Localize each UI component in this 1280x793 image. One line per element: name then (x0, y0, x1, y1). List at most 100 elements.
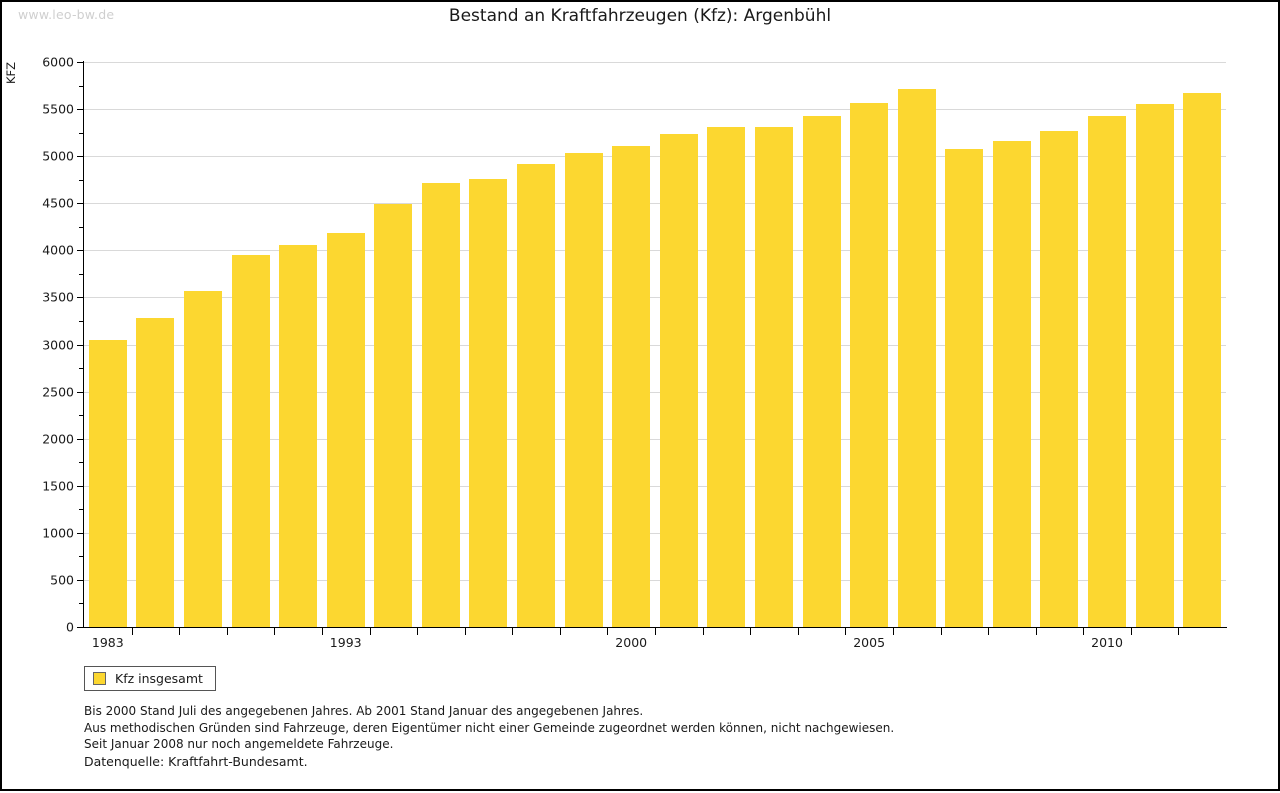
data-source-note: Datenquelle: Kraftfahrt-Bundesamt. (84, 754, 308, 769)
gridline (84, 203, 1226, 205)
gridline (84, 156, 1226, 158)
y-axis-tick-label: 4000 (42, 242, 74, 258)
y-axis-tick (77, 156, 84, 158)
bar[interactable] (231, 255, 270, 627)
bar[interactable] (88, 339, 127, 627)
y-axis-tick (77, 627, 84, 628)
y-axis-minor-tick (79, 273, 84, 275)
x-axis-tick (845, 628, 847, 635)
bar[interactable] (659, 133, 698, 627)
x-axis-tick (797, 628, 799, 635)
y-axis-tick (77, 344, 84, 346)
y-axis-minor-tick (79, 368, 84, 370)
y-axis-tick (77, 391, 84, 393)
bar[interactable] (517, 163, 556, 627)
y-axis-minor-tick (79, 226, 84, 228)
y-axis-tick-label: 4500 (42, 195, 74, 211)
legend-item-label: Kfz insgesamt (115, 671, 203, 686)
x-axis-tick (179, 628, 181, 635)
bar[interactable] (897, 88, 936, 627)
x-axis-tick (702, 628, 704, 635)
bar[interactable] (1040, 130, 1079, 627)
legend-swatch-icon (93, 672, 106, 685)
x-axis-tick (226, 628, 228, 635)
watermark-text: www.leo-bw.de (18, 7, 115, 22)
x-axis-tick (274, 628, 276, 635)
y-axis-tick-label: 500 (50, 572, 74, 588)
y-axis-tick (77, 485, 84, 487)
y-axis-minor-tick (79, 85, 84, 87)
bar[interactable] (183, 291, 222, 627)
y-axis-minor-tick (79, 462, 84, 464)
x-axis-tick (1130, 628, 1132, 635)
bar[interactable] (612, 145, 651, 627)
bar[interactable] (707, 127, 746, 627)
y-axis-tick (77, 250, 84, 252)
plot-area (84, 62, 1226, 627)
gridline (84, 62, 1226, 63)
x-axis-tick (750, 628, 752, 635)
y-axis-tick-label: 6000 (42, 54, 74, 70)
y-axis-tick-label: 2000 (42, 431, 74, 447)
bar[interactable] (136, 318, 175, 627)
y-axis-tick (77, 62, 84, 63)
bar[interactable] (374, 203, 413, 627)
y-axis-minor-tick (79, 556, 84, 558)
bar[interactable] (850, 102, 889, 627)
x-axis-tick (1035, 628, 1037, 635)
x-axis-tick (892, 628, 894, 635)
y-axis-labels: 0 500 1000 1500 2000 2500 3000 3500 4000 4500 5000… (2, 2, 74, 793)
y-axis-tick (77, 579, 84, 581)
gridline (84, 297, 1226, 299)
y-axis-tick-label: 3500 (42, 289, 74, 305)
x-axis-tick-label: 2005 (853, 635, 886, 650)
bar[interactable] (326, 232, 365, 627)
x-axis-tick (655, 628, 656, 635)
bar[interactable] (1135, 103, 1174, 627)
gridline (84, 579, 1226, 581)
x-axis-tick (940, 628, 942, 635)
footnote-line: Bis 2000 Stand Juli des angegebenen Jahr… (84, 704, 644, 718)
chart-legend[interactable]: Kfz insgesamt (84, 666, 216, 691)
y-axis-tick (77, 203, 84, 205)
x-axis-tick-label: 2010 (1091, 635, 1123, 650)
bar[interactable] (992, 140, 1031, 627)
bar[interactable] (564, 152, 603, 627)
bar[interactable] (469, 178, 508, 627)
y-axis-tick-label: 1000 (42, 525, 74, 541)
x-axis-tick (369, 628, 371, 635)
bar[interactable] (1088, 115, 1127, 627)
bar[interactable] (945, 148, 984, 627)
bar[interactable] (421, 183, 460, 627)
y-axis-tick-label: 2500 (42, 384, 74, 400)
footnote-line: Aus methodischen Gründen sind Fahrzeuge,… (84, 720, 895, 735)
gridline (84, 485, 1226, 487)
x-axis-line (83, 627, 1227, 628)
bar[interactable] (1183, 92, 1222, 627)
y-axis-tick (77, 109, 84, 111)
y-axis-tick-label: 1500 (42, 478, 74, 494)
gridline (84, 391, 1226, 393)
bar[interactable] (754, 126, 793, 627)
x-axis-tick (1083, 628, 1085, 635)
x-axis-tick (607, 628, 609, 635)
footnote-line: Seit Januar 2008 nur noch angemeldete Fa… (84, 737, 394, 751)
gridline (84, 109, 1226, 111)
y-axis-minor-tick (79, 132, 84, 134)
x-axis-tick-label: 2000 (615, 635, 648, 650)
x-axis-tick (559, 628, 561, 635)
gridline (84, 438, 1226, 440)
y-axis-tick-label: 5500 (42, 101, 74, 117)
x-axis-tick (1178, 628, 1180, 635)
y-axis-tick (77, 297, 84, 299)
y-axis-minor-tick (79, 179, 84, 181)
bar[interactable] (802, 115, 841, 627)
bar[interactable] (279, 244, 318, 627)
x-axis-tick (417, 628, 419, 635)
gridline (84, 344, 1226, 346)
y-axis-tick (77, 438, 84, 440)
y-axis-minor-tick (79, 415, 84, 417)
y-axis-tick (77, 532, 84, 534)
y-axis-tick-label: 3000 (42, 337, 74, 352)
